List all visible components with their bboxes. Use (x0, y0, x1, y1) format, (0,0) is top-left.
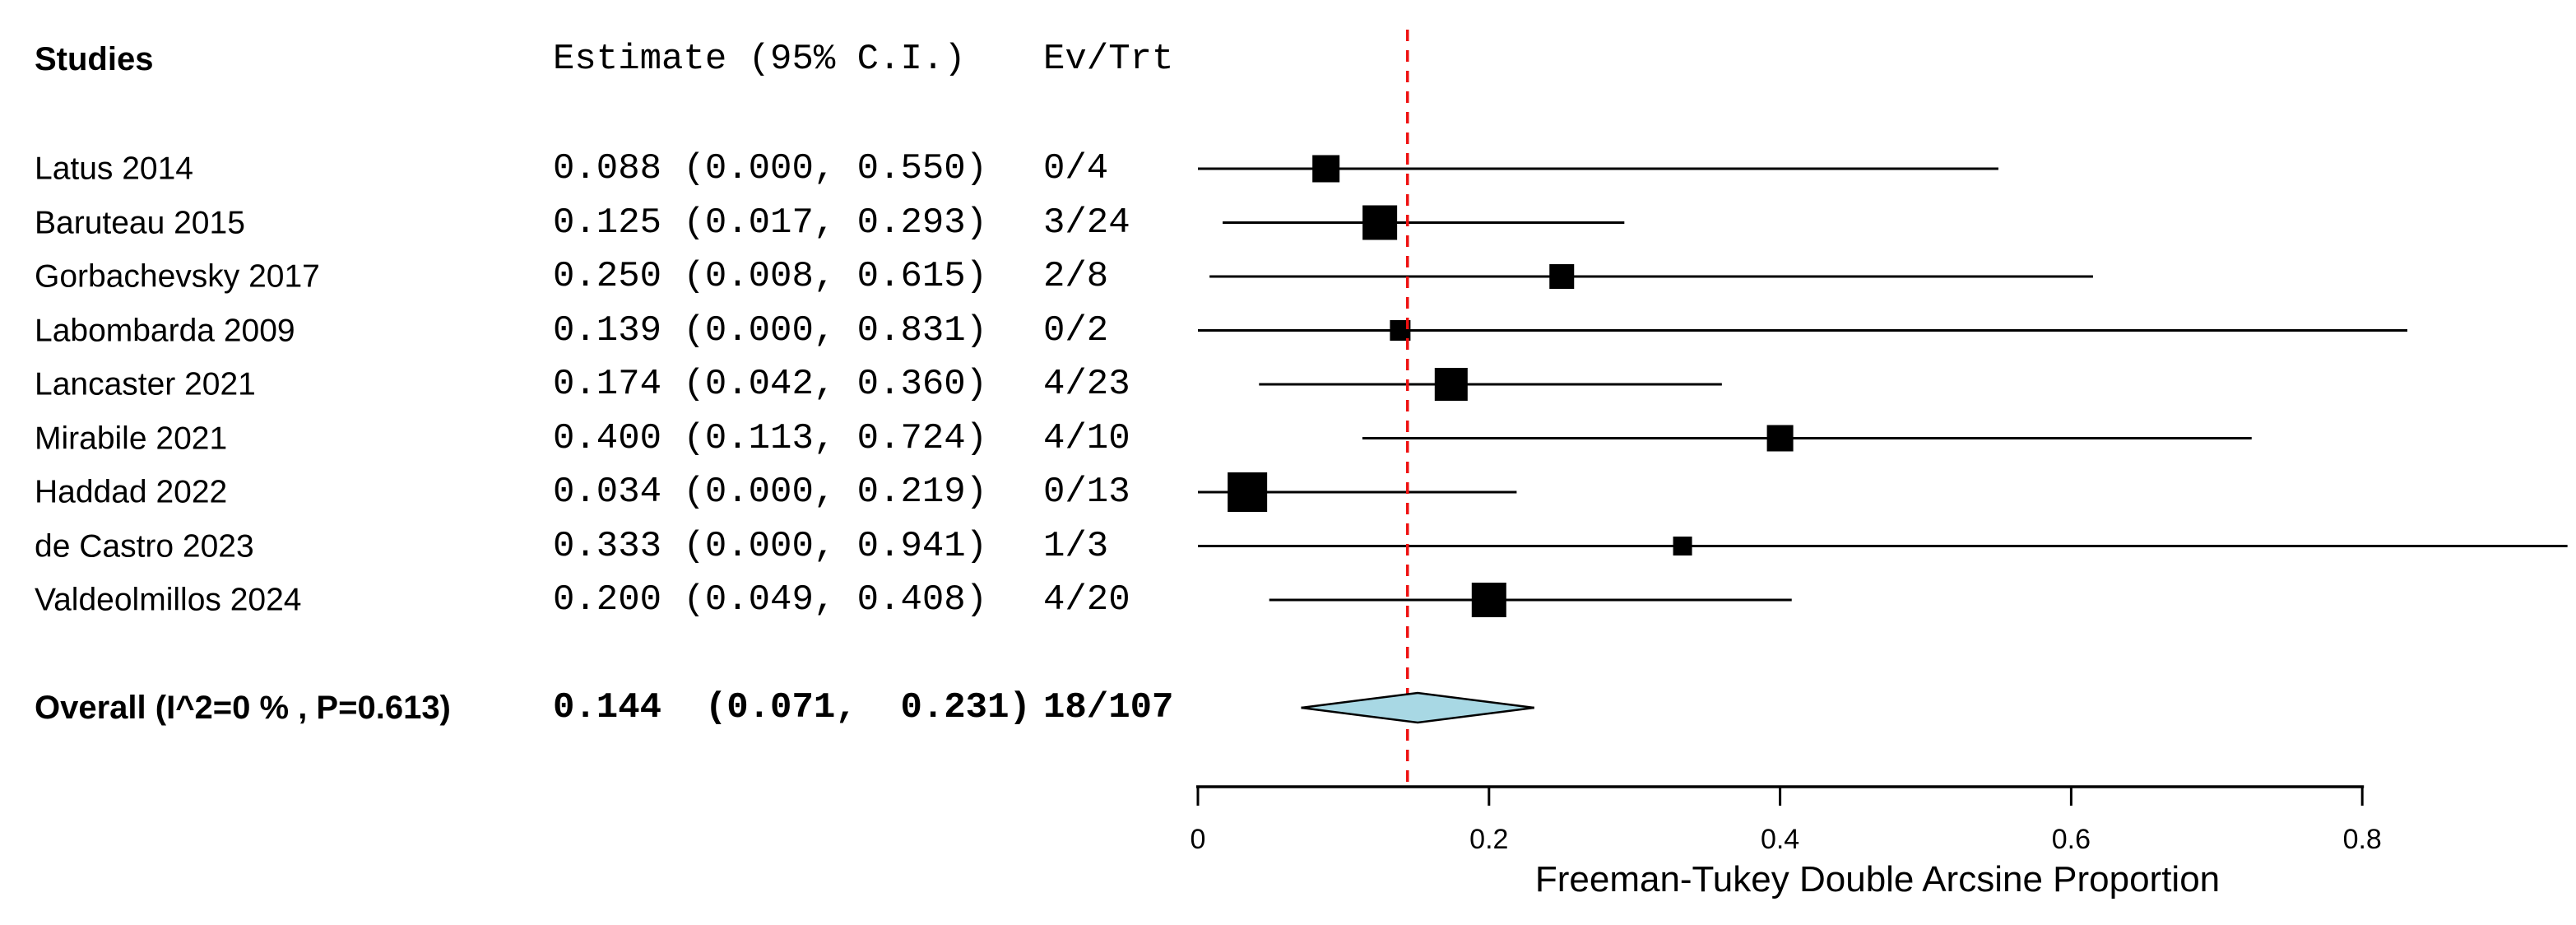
study-estimate: 0.034 (0.000, 0.219) (553, 472, 988, 513)
study-estimate: 0.250 (0.008, 0.615) (553, 256, 988, 297)
effect-square (1228, 472, 1268, 512)
study-name: Valdeolmillos 2024 (35, 582, 302, 618)
study-estimate: 0.088 (0.000, 0.550) (553, 148, 988, 189)
study-estimate: 0.200 (0.049, 0.408) (553, 579, 988, 621)
effect-square (1312, 155, 1340, 183)
study-estimate: 0.333 (0.000, 0.941) (553, 525, 988, 567)
study-name: Haddad 2022 (35, 474, 228, 510)
effect-square (1673, 537, 1692, 555)
study-evtrt: 4/20 (1043, 579, 1130, 621)
study-name: Mirabile 2021 (35, 421, 228, 456)
study-name: Lancaster 2021 (35, 366, 256, 402)
effect-square (1362, 205, 1398, 240)
study-name: de Castro 2023 (35, 528, 254, 564)
study-estimate: 0.139 (0.000, 0.831) (553, 309, 988, 351)
estimate-column-header: Estimate (95% C.I.) (553, 39, 966, 80)
study-name: Gorbachevsky 2017 (35, 258, 320, 295)
evtrt-column-header: Ev/Trt (1043, 39, 1174, 80)
study-estimate: 0.125 (0.017, 0.293) (553, 202, 988, 244)
study-estimate: 0.174 (0.042, 0.360) (553, 364, 988, 405)
x-tick-label: 0.6 (2052, 824, 2091, 855)
study-evtrt: 4/23 (1043, 364, 1130, 405)
x-tick-label: 0.4 (1761, 824, 1799, 855)
effect-square (1549, 264, 1575, 289)
study-evtrt: 0/4 (1043, 148, 1109, 189)
study-evtrt: 3/24 (1043, 202, 1130, 244)
pooled-diamond (1301, 691, 1534, 724)
study-evtrt: 2/8 (1043, 256, 1109, 297)
study-name: Latus 2014 (35, 151, 194, 187)
study-name: Labombarda 2009 (35, 313, 295, 348)
x-tick-label: 0 (1191, 824, 1206, 855)
studies-column-header: Studies (35, 41, 154, 77)
x-tick-label: 0.2 (1469, 824, 1508, 855)
study-evtrt: 4/10 (1043, 417, 1130, 459)
effect-square (1434, 368, 1468, 401)
study-name: Baruteau 2015 (35, 205, 245, 240)
effect-square (1766, 425, 1794, 452)
overall-evtrt: 18/107 (1043, 687, 1174, 728)
overall-estimate: 0.144 (0.071, 0.231) (553, 687, 1031, 728)
x-axis-title: Freeman-Tukey Double Arcsine Proportion (1535, 859, 2220, 899)
x-tick-label: 0.8 (2343, 824, 2382, 855)
study-evtrt: 0/2 (1043, 309, 1109, 351)
effect-square (1471, 583, 1506, 617)
study-estimate: 0.400 (0.113, 0.724) (553, 417, 988, 459)
overall-label: Overall (I^2=0 % , P=0.613) (35, 690, 451, 726)
study-evtrt: 1/3 (1043, 525, 1109, 567)
study-evtrt: 0/13 (1043, 472, 1130, 513)
